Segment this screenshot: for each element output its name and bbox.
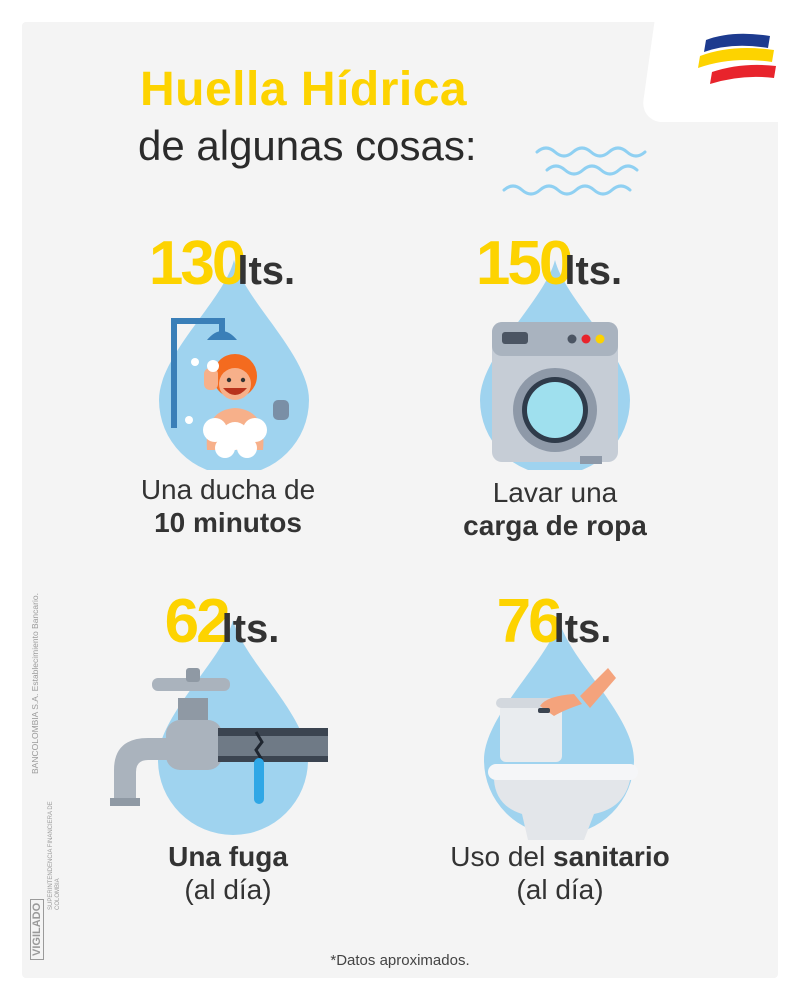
water-item-leak: 62lts. Una fuga (al día) bbox=[48, 586, 408, 916]
water-item-toilet: 76lts. Uso del sanitario (al día) bbox=[380, 586, 740, 916]
bancolombia-logo-icon bbox=[698, 33, 776, 84]
caption-line2: (al día) bbox=[184, 874, 272, 905]
amount-value: 76 bbox=[496, 587, 563, 656]
caption-line1: Lavar una bbox=[492, 477, 618, 508]
amount-label: 150lts. bbox=[369, 228, 729, 299]
amount-unit: lts. bbox=[564, 249, 623, 293]
caption-line2: (al día) bbox=[516, 874, 604, 905]
caption-line1: Una ducha de bbox=[140, 474, 316, 505]
water-waves-icon bbox=[502, 146, 647, 196]
caption: Una ducha de 10 minutos bbox=[48, 473, 408, 539]
footnote: *Datos aproximados. bbox=[330, 952, 470, 969]
caption-line1-text: Uso del bbox=[450, 841, 553, 872]
amount-unit: lts. bbox=[237, 249, 296, 293]
amount-label: 76lts. bbox=[374, 586, 734, 657]
caption: Lavar una carga de ropa bbox=[375, 476, 735, 542]
leaking-faucet-icon bbox=[110, 620, 328, 835]
vigilado-badge: VIGILADO bbox=[30, 898, 44, 960]
caption-line1: Una fuga bbox=[168, 841, 288, 872]
caption-line1: Uso del sanitario bbox=[380, 840, 740, 873]
caption-line1-bold: sanitario bbox=[553, 841, 670, 872]
water-item-shower: 130lts. Una ducha de 10 minutos bbox=[48, 228, 408, 558]
amount-value: 130 bbox=[148, 229, 246, 298]
caption: Uso del sanitario (al día) bbox=[380, 840, 740, 906]
water-item-laundry: 150lts. Lavar una carga de ropa bbox=[375, 228, 735, 558]
amount-label: 62lts. bbox=[42, 586, 402, 657]
legal-company-text: BANCOLOMBIA S.A. Establecimiento Bancari… bbox=[30, 593, 40, 774]
toilet-icon bbox=[484, 620, 638, 840]
shower-icon bbox=[159, 260, 309, 470]
amount-unit: lts. bbox=[553, 607, 612, 651]
caption-line2: carga de ropa bbox=[463, 510, 647, 541]
page-subtitle: de algunas cosas: bbox=[138, 122, 477, 169]
amount-unit: lts. bbox=[221, 607, 280, 651]
amount-value: 150 bbox=[475, 229, 573, 298]
caption: Una fuga (al día) bbox=[48, 840, 408, 906]
page-title: Huella Hídrica bbox=[140, 63, 468, 116]
amount-label: 130lts. bbox=[42, 228, 402, 299]
washing-machine-icon bbox=[480, 260, 630, 470]
caption-line2: 10 minutos bbox=[154, 507, 302, 538]
superintendencia-text: SUPERINTENDENCIA FINANCIERA DE COLOMBIA bbox=[48, 801, 61, 910]
legal-vigilado: VIGILADO SUPERINTENDENCIA FINANCIERA DE … bbox=[30, 800, 61, 960]
amount-value: 62 bbox=[164, 587, 231, 656]
infographic-card bbox=[22, 22, 778, 978]
